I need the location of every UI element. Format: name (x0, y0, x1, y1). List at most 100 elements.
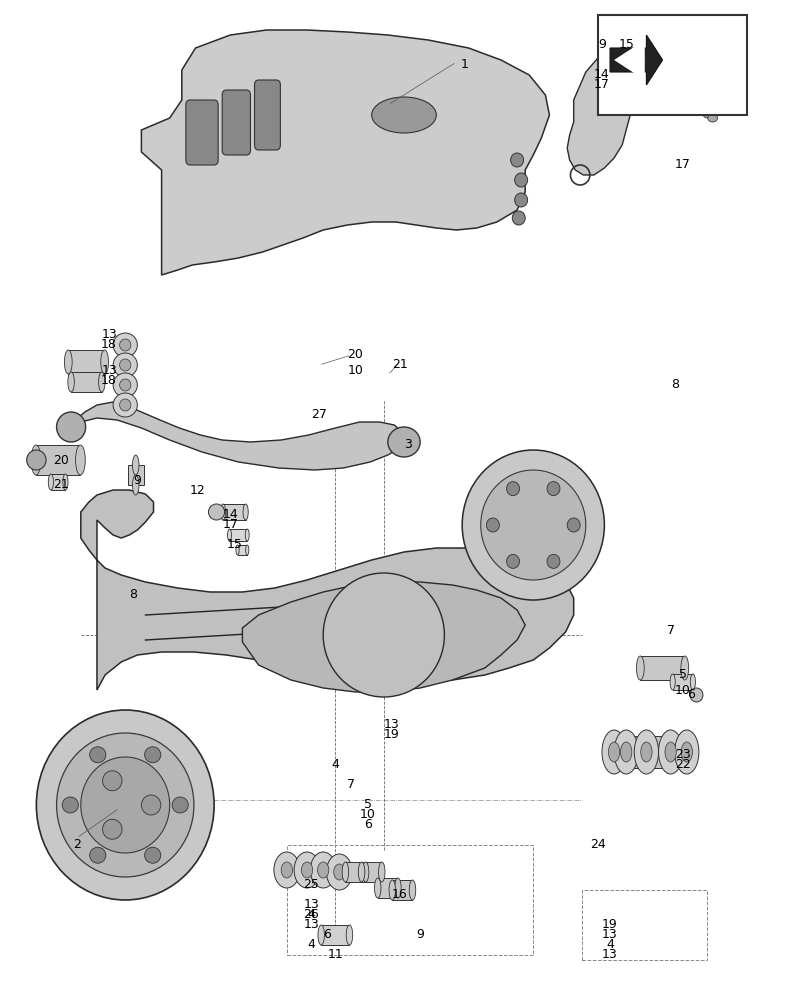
Text: 20: 20 (53, 454, 69, 466)
Ellipse shape (670, 674, 675, 690)
Ellipse shape (274, 852, 300, 888)
Text: 26: 26 (303, 908, 319, 922)
Ellipse shape (81, 757, 170, 853)
Ellipse shape (27, 450, 46, 470)
Text: 15: 15 (618, 38, 634, 51)
Ellipse shape (68, 372, 74, 392)
Ellipse shape (221, 504, 225, 520)
Text: 22: 22 (675, 758, 691, 772)
Ellipse shape (113, 333, 137, 357)
Ellipse shape (246, 545, 249, 555)
Polygon shape (68, 350, 105, 374)
Ellipse shape (281, 862, 292, 878)
Text: 13: 13 (602, 928, 618, 942)
Ellipse shape (57, 412, 86, 442)
Text: 11: 11 (327, 948, 343, 962)
FancyBboxPatch shape (186, 100, 218, 165)
Text: 20: 20 (347, 349, 364, 361)
Text: 8: 8 (129, 588, 137, 601)
Text: 27: 27 (311, 408, 327, 422)
Ellipse shape (681, 742, 692, 762)
Ellipse shape (358, 862, 365, 882)
Ellipse shape (323, 573, 444, 697)
FancyBboxPatch shape (222, 90, 250, 155)
Ellipse shape (703, 110, 713, 118)
Ellipse shape (103, 819, 122, 839)
Ellipse shape (145, 847, 161, 863)
Ellipse shape (515, 193, 528, 207)
Ellipse shape (641, 742, 652, 762)
Ellipse shape (372, 97, 436, 133)
Ellipse shape (228, 529, 231, 541)
Polygon shape (51, 474, 65, 490)
Ellipse shape (602, 730, 626, 774)
Text: 7: 7 (667, 624, 675, 637)
Ellipse shape (310, 852, 336, 888)
Text: 19: 19 (602, 918, 618, 932)
Ellipse shape (708, 114, 718, 122)
Polygon shape (641, 656, 685, 680)
Text: 15: 15 (226, 538, 242, 552)
Polygon shape (238, 545, 247, 555)
Polygon shape (81, 490, 574, 690)
Ellipse shape (690, 688, 703, 702)
Text: 21: 21 (53, 479, 69, 491)
Ellipse shape (133, 455, 139, 475)
Text: 14: 14 (594, 68, 610, 82)
Text: 8: 8 (671, 378, 679, 391)
Ellipse shape (120, 339, 131, 351)
Polygon shape (223, 504, 246, 520)
Ellipse shape (236, 545, 239, 555)
Ellipse shape (101, 350, 108, 374)
FancyBboxPatch shape (255, 80, 280, 150)
Ellipse shape (243, 504, 248, 520)
Ellipse shape (141, 795, 161, 815)
Text: 17: 17 (594, 79, 610, 92)
Ellipse shape (659, 730, 683, 774)
Ellipse shape (681, 656, 688, 680)
Polygon shape (610, 35, 663, 85)
Ellipse shape (507, 554, 520, 568)
Ellipse shape (57, 733, 194, 877)
Ellipse shape (75, 445, 85, 475)
Polygon shape (346, 862, 365, 882)
Ellipse shape (409, 880, 416, 900)
Text: 12: 12 (190, 484, 206, 496)
Text: 9: 9 (598, 38, 606, 51)
Text: 10: 10 (347, 363, 364, 376)
Ellipse shape (690, 674, 696, 690)
Ellipse shape (547, 482, 560, 496)
Text: 21: 21 (392, 359, 408, 371)
Ellipse shape (614, 730, 638, 774)
Text: 14: 14 (222, 508, 238, 522)
Ellipse shape (133, 475, 139, 495)
Polygon shape (242, 582, 525, 692)
Ellipse shape (120, 379, 131, 391)
Text: 16: 16 (392, 888, 408, 902)
Ellipse shape (486, 518, 499, 532)
Polygon shape (229, 529, 247, 541)
Text: 5: 5 (679, 668, 687, 682)
Bar (582, 890, 707, 960)
Text: 17: 17 (222, 518, 238, 532)
Ellipse shape (507, 482, 520, 496)
Text: 4: 4 (307, 938, 315, 952)
Ellipse shape (62, 797, 78, 813)
Text: 6: 6 (687, 688, 695, 702)
Ellipse shape (99, 372, 105, 392)
Ellipse shape (346, 925, 352, 945)
Ellipse shape (608, 742, 620, 762)
Text: 18: 18 (101, 373, 117, 386)
Ellipse shape (63, 474, 68, 490)
Ellipse shape (388, 427, 420, 457)
Text: 24: 24 (590, 838, 606, 852)
Polygon shape (69, 402, 404, 470)
Bar (287, 845, 533, 955)
Text: 9: 9 (416, 928, 424, 942)
Ellipse shape (378, 862, 385, 882)
Text: 2: 2 (73, 838, 81, 852)
Text: 9: 9 (133, 474, 141, 487)
Text: 13: 13 (602, 948, 618, 962)
Ellipse shape (120, 359, 131, 371)
Text: 13: 13 (303, 898, 319, 912)
